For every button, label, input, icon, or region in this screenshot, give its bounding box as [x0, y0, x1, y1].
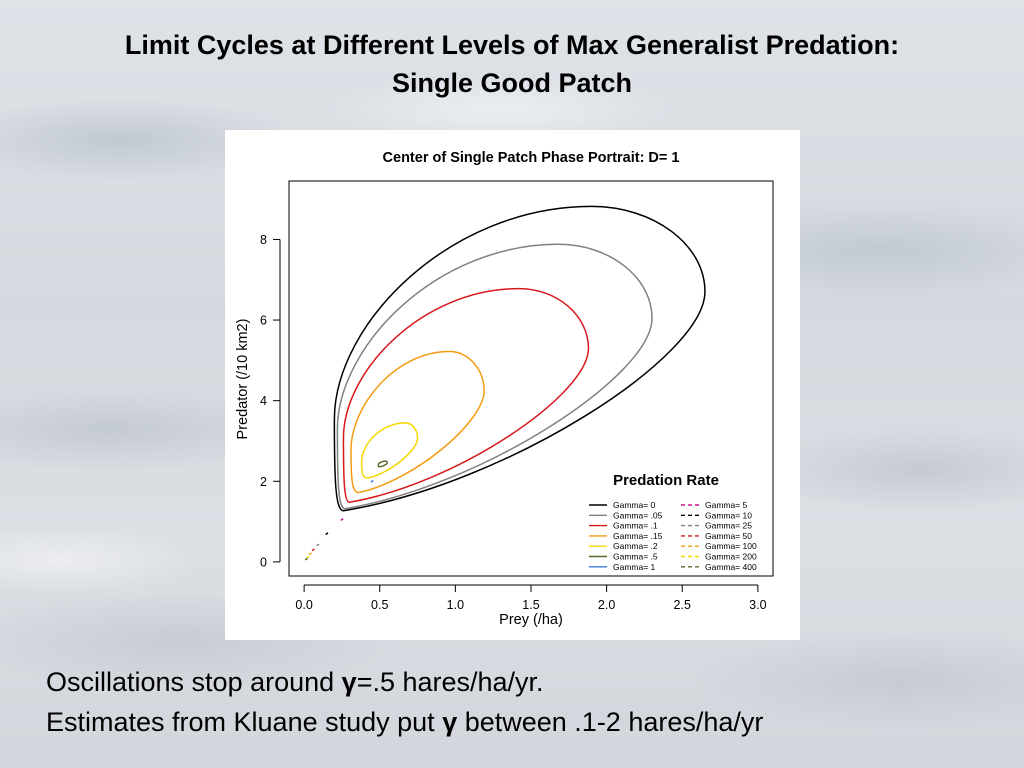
- legend-label-gamma-10: Gamma= 10: [705, 510, 752, 520]
- x-tick-label: 3.0: [749, 598, 766, 612]
- series-gamma-1: [370, 479, 374, 483]
- gamma-symbol: γ: [442, 707, 458, 737]
- slide-title-line-1: Limit Cycles at Different Levels of Max …: [124, 30, 900, 60]
- series-gamma-05: [336, 243, 653, 510]
- caption-line-1-value: =.5 hares/ha/yr.: [356, 667, 544, 697]
- y-tick-label: 6: [260, 314, 267, 328]
- series-gamma-1: [342, 287, 590, 503]
- y-axis: 0 2 4 6 8: [260, 233, 281, 569]
- plot-frame: [288, 180, 774, 577]
- legend-title: Predation Rate: [613, 472, 719, 489]
- series-gamma-5: [377, 460, 389, 468]
- slide-title: Limit Cycles at Different Levels of Max …: [0, 26, 1024, 102]
- caption-line-2-range: between .1-2 hares/ha/yr: [457, 707, 764, 737]
- x-axis: 0.0 0.5 1.0 1.5 2.0 2.5 3.0: [295, 584, 767, 612]
- y-tick-label: 4: [260, 394, 267, 408]
- legend-label-gamma-5: Gamma= .5: [613, 552, 658, 562]
- legend-label-gamma-400: Gamma= 400: [705, 562, 757, 572]
- caption: Oscillations stop around γ=.5 hares/ha/y…: [46, 662, 1006, 742]
- series-gamma-5: [340, 518, 344, 521]
- y-axis-label: Predator (/10 km2): [235, 319, 251, 440]
- chart-title: Center of Single Patch Phase Portrait: D…: [383, 150, 680, 166]
- series-gamma-25: [316, 543, 320, 547]
- x-tick-label: 1.0: [447, 598, 464, 612]
- series-gamma-0: [333, 205, 706, 512]
- legend-label-gamma-5: Gamma= 5: [705, 500, 748, 510]
- x-tick-label: 2.0: [598, 598, 615, 612]
- legend-label-gamma-100: Gamma= 100: [705, 541, 757, 551]
- caption-line-1-text: Oscillations stop around: [46, 667, 342, 697]
- x-tick-label: 1.5: [522, 598, 539, 612]
- series-gamma-15: [350, 350, 485, 494]
- legend-label-gamma-2: Gamma= .2: [613, 541, 658, 551]
- y-tick-label: 2: [260, 475, 267, 489]
- y-tick-label: 8: [260, 233, 267, 247]
- series-gamma-100: [308, 552, 312, 556]
- chart-svg: Center of Single Patch Phase Portrait: D…: [235, 150, 774, 628]
- series-layer: [304, 205, 706, 561]
- x-tick-label: 2.5: [674, 598, 691, 612]
- series-gamma-50: [311, 548, 315, 552]
- legend-label-gamma-200: Gamma= 200: [705, 552, 757, 562]
- phase-portrait-chart: Center of Single Patch Phase Portrait: D…: [225, 130, 800, 640]
- gamma-symbol: γ: [341, 667, 357, 697]
- y-tick-label: 0: [260, 555, 267, 569]
- legend-label-gamma-15: Gamma= .15: [613, 531, 663, 541]
- series-gamma-2: [360, 422, 419, 479]
- legend-label-gamma-05: Gamma= .05: [613, 510, 663, 520]
- caption-line-1: Oscillations stop around γ=.5 hares/ha/y…: [46, 662, 1006, 702]
- series-gamma-10: [325, 532, 329, 536]
- slide-title-line-2: Single Good Patch: [391, 68, 633, 98]
- x-tick-label: 0.5: [371, 598, 388, 612]
- legend-label-gamma-1: Gamma= 1: [613, 562, 656, 572]
- series-gamma-400: [304, 557, 309, 561]
- caption-line-2-text: Estimates from Kluane study put: [46, 707, 443, 737]
- legend-label-gamma-1: Gamma= .1: [613, 521, 658, 531]
- series-gamma-200: [306, 555, 310, 559]
- legend-label-gamma-50: Gamma= 50: [705, 531, 752, 541]
- legend-label-gamma-25: Gamma= 25: [705, 521, 752, 531]
- caption-line-2: Estimates from Kluane study put γ betwee…: [46, 702, 1006, 742]
- x-tick-label: 0.0: [295, 598, 312, 612]
- legend-label-gamma-0: Gamma= 0: [613, 500, 656, 510]
- x-axis-label: Prey (/ha): [499, 612, 563, 628]
